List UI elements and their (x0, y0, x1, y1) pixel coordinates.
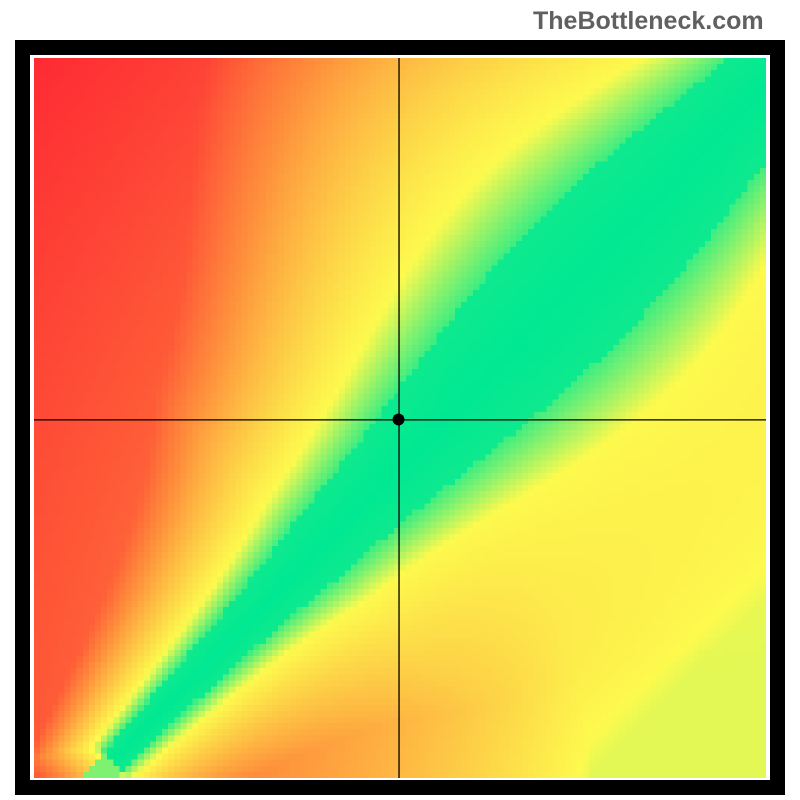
crosshair-overlay (34, 58, 766, 778)
watermark-text: TheBottleneck.com (533, 7, 764, 36)
